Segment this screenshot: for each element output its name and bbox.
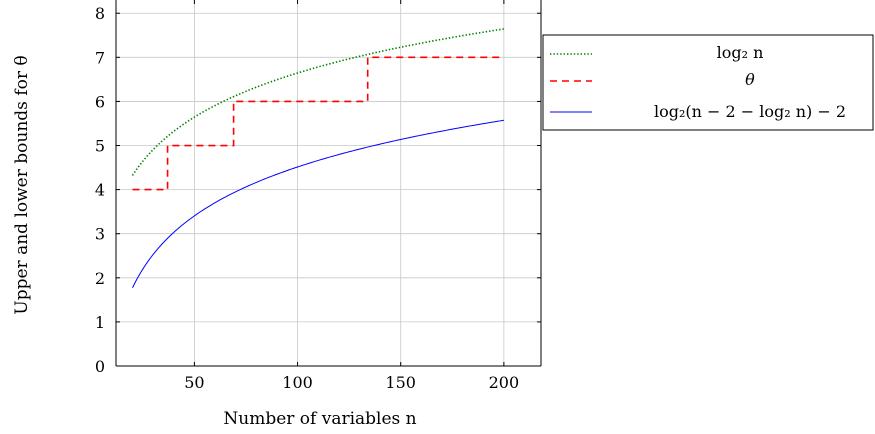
- legend-label-log2n: log₂ n: [717, 43, 764, 62]
- grid: [116, 0, 541, 367]
- y-tick-label: 1: [95, 313, 105, 332]
- x-tick-label: 150: [385, 373, 416, 392]
- y-tick-label: 3: [95, 225, 105, 244]
- legend-box: [542, 34, 874, 131]
- y-tick-label: 7: [95, 48, 105, 67]
- y-tick-label: 8: [95, 4, 105, 23]
- y-tick-label: 5: [95, 137, 105, 156]
- x-tick-label: 100: [282, 373, 313, 392]
- y-tick-label: 2: [95, 269, 105, 288]
- y-tick-label: 0: [95, 357, 105, 376]
- x-axis-label: Number of variables n: [223, 409, 416, 429]
- x-tick-label: 50: [184, 373, 204, 392]
- x-tick-label: 200: [489, 373, 520, 392]
- y-tick-label: 4: [95, 181, 105, 200]
- axes: [115, 0, 542, 367]
- series-line-0: [131, 28, 504, 176]
- series-layer: [131, 28, 504, 289]
- ticks: 50 100 150 200 0 1 2 3 4 5 6 7 8: [95, 0, 541, 392]
- legend-label-lower-bound: log₂(n − 2 − log₂ n) − 2: [654, 102, 846, 121]
- legend-label-theta: θ: [745, 70, 755, 89]
- y-axis-label: Upper and lower bounds for θ: [12, 55, 32, 314]
- series-line-2: [132, 119, 504, 289]
- y-tick-label: 6: [95, 92, 105, 111]
- legend: log₂ n θ log₂(n − 2 − log₂ n) − 2: [542, 34, 874, 131]
- series-line-1: [132, 56, 504, 191]
